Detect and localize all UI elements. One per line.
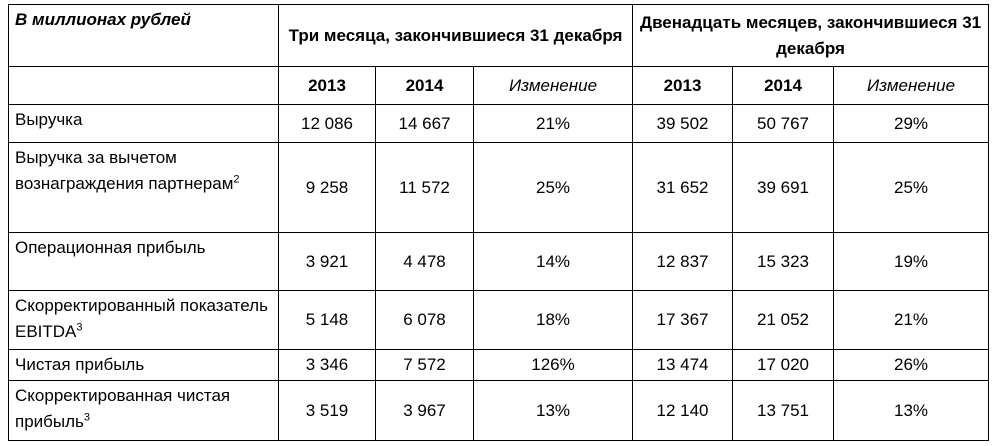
row-label: Чистая прибыль [8,349,279,381]
table-row: Операционная прибыль 3 921 4 478 14% 12 837 1… [8,232,990,291]
value-cell: 3 519 [278,380,376,441]
corner-header: В миллионах рублей [8,4,279,67]
label-text: Выручка [15,110,83,129]
row-label: Выручка [8,104,279,143]
value-cell: 14% [472,232,634,291]
value-cell: 26% [833,349,990,381]
value-cell: 3 967 [375,380,474,441]
table-row: Выручка за вычетом вознаграждения партне… [8,142,990,233]
table-row: Выручка 12 086 14 667 21% 39 502 50 767 29% [8,104,990,143]
value-cell: 14 667 [375,104,474,143]
footnote-mark: 3 [76,321,83,334]
value-cell: 25% [472,142,634,233]
value-cell: 25% [833,142,990,233]
value-cell: 13 474 [632,349,734,381]
value-cell: 13% [833,380,990,441]
table-row: Скорректированный показатель EBITDA3 5 14… [8,290,990,350]
value-cell: 29% [833,104,990,143]
footnote-mark: 3 [83,411,91,424]
value-cell: 21% [472,104,634,143]
row-label: Операционная прибыль [8,232,279,291]
value-cell: 12 140 [632,380,734,441]
value-cell: 21% [833,290,990,350]
column-header: 2014 [375,66,474,105]
label-text: Чистая прибыль [15,355,145,374]
column-header: 2014 [732,66,835,105]
value-cell: 126% [472,349,634,381]
column-header: Изменение [833,66,990,105]
value-cell: 3 921 [278,232,376,291]
value-cell: 17 020 [732,349,835,381]
value-cell: 7 572 [375,349,474,381]
row-label: Выручка за вычетом вознаграждения партне… [8,142,279,233]
value-cell: 50 767 [732,104,835,143]
value-cell: 17 367 [632,290,734,350]
value-cell: 11 572 [375,142,474,233]
financial-table: В миллионах рублей Три месяца, закончивш… [8,4,990,441]
column-header: Изменение [472,66,634,105]
value-cell: 9 258 [278,142,376,233]
footnote-mark: 2 [233,173,240,186]
label-text: Скорректированная чистая прибыль [15,386,231,431]
value-cell: 13 751 [732,380,835,441]
value-cell: 19% [833,232,990,291]
group-header: Двенадцать месяцев, закончившиеся 31 дек… [632,4,990,67]
value-cell: 31 652 [632,142,734,233]
value-cell: 39 502 [632,104,734,143]
value-cell: 18% [472,290,634,350]
value-cell: 15 323 [732,232,835,291]
table-row: Скорректированная чистая прибыль3 3 519 3 … [8,380,990,441]
value-cell: 13% [472,380,634,441]
value-cell: 12 086 [278,104,376,143]
value-cell: 4 478 [375,232,474,291]
label-text: Операционная прибыль [15,238,206,257]
column-header: 2013 [632,66,734,105]
label-text: Выручка за вычетом вознаграждения партне… [15,148,234,193]
empty-cell [8,66,279,105]
value-cell: 5 148 [278,290,376,350]
value-cell: 6 078 [375,290,474,350]
value-cell: 12 837 [632,232,734,291]
value-cell: 39 691 [732,142,835,233]
value-cell: 21 052 [732,290,835,350]
table-row: Чистая прибыль 3 346 7 572 126% 13 474 17 020… [8,349,990,381]
column-header: 2013 [278,66,376,105]
row-label: Скорректированная чистая прибыль3 [8,380,279,441]
label-text: Скорректированный показатель EBITDA [15,296,268,341]
value-cell: 3 346 [278,349,376,381]
group-header: Три месяца, закончившиеся 31 декабря [277,4,634,67]
row-label: Скорректированный показатель EBITDA3 [8,290,279,350]
